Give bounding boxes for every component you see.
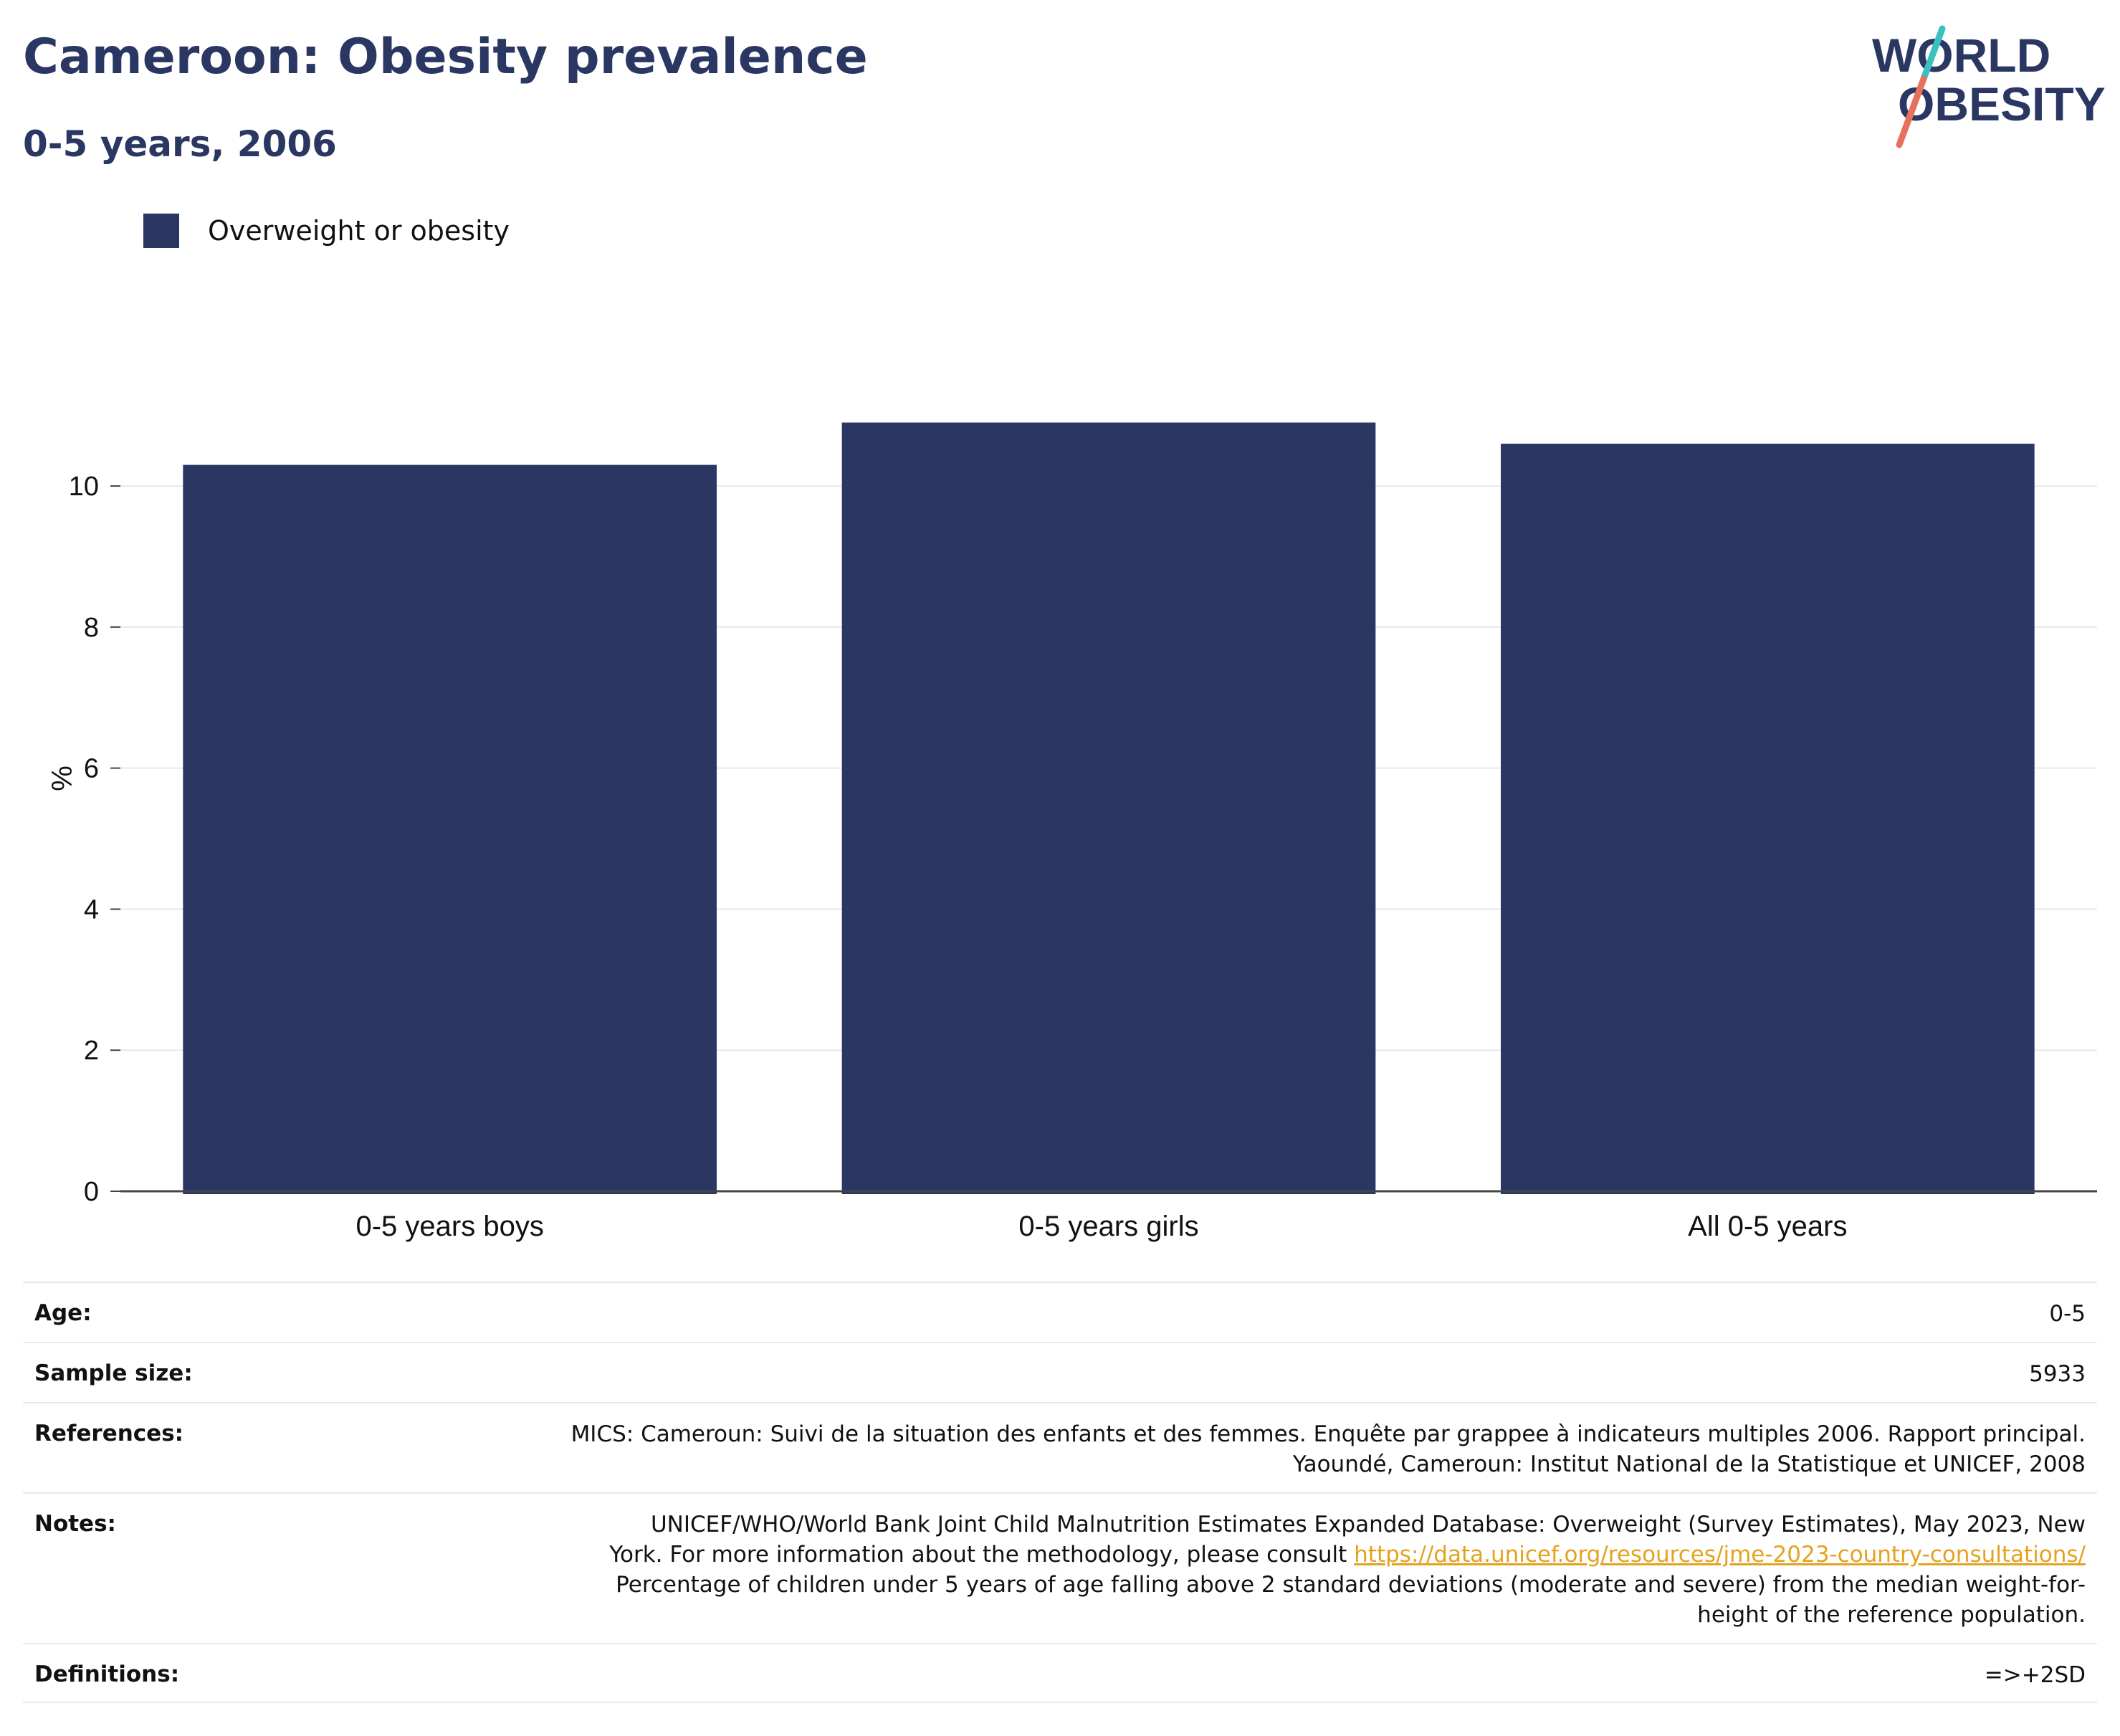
notes-line-4: height of the reference population. <box>1697 1602 2086 1628</box>
world-obesity-logo: WORLD OBESITY <box>1872 25 2106 148</box>
age-value: 0-5 <box>2049 1301 2086 1327</box>
meta-row-sample-size: Sample size: 5933 <box>23 1342 2097 1402</box>
y-tick-label: 2 <box>84 1036 99 1066</box>
axes: 0 2 4 6 8 10 0-5 years boys 0-5 years girls All … <box>45 472 2097 1242</box>
metadata-table: Age: 0-5 Sample size: 5933 References: M… <box>23 1282 2097 1703</box>
sample-size-value: 5933 <box>2029 1361 2086 1387</box>
references-line-1: MICS: Cameroun: Suivi de la situation de… <box>570 1421 2086 1447</box>
bar[interactable] <box>183 464 717 1194</box>
notes-value: UNICEF/WHO/World Bank Joint Child Malnut… <box>609 1494 2086 1630</box>
meta-row-definitions: Definitions: =>+2SD <box>23 1643 2097 1703</box>
age-label: Age: <box>34 1300 92 1326</box>
references-line-2: Yaoundé, Cameroun: Institut National de … <box>1292 1451 2086 1477</box>
logo-text-obesity: OBESITY <box>1898 77 2106 130</box>
legend-swatch <box>143 214 179 248</box>
definitions-label: Definitions: <box>34 1661 180 1687</box>
y-tick-label: 0 <box>84 1177 99 1207</box>
legend[interactable]: Overweight or obesity <box>143 214 510 248</box>
legend-label: Overweight or obesity <box>208 215 510 247</box>
y-tick-label: 8 <box>84 613 99 643</box>
definitions-value: =>+2SD <box>1984 1662 2086 1688</box>
y-axis-title: % <box>45 766 77 791</box>
bar[interactable] <box>1501 444 2035 1195</box>
notes-line-2: York. For more information about the met… <box>609 1542 1355 1568</box>
y-tick-label: 10 <box>69 472 99 502</box>
notes-line-3: Percentage of children under 5 years of … <box>616 1572 2086 1598</box>
meta-row-age: Age: 0-5 <box>23 1282 2097 1342</box>
notes-line-1: UNICEF/WHO/World Bank Joint Child Malnut… <box>650 1512 2086 1537</box>
y-tick-label: 6 <box>84 754 99 784</box>
x-tick-label: 0-5 years girls <box>1018 1211 1198 1242</box>
notes-link[interactable]: https://data.unicef.org/resources/jme-20… <box>1354 1542 2086 1568</box>
chart-title: Cameroon: Obesity prevalence <box>23 29 868 85</box>
bar-chart: 0 2 4 6 8 10 0-5 years boys 0-5 years girls All … <box>45 422 2097 1242</box>
references-value: MICS: Cameroun: Suivi de la situation de… <box>571 1403 2086 1479</box>
references-label: References: <box>34 1421 184 1446</box>
x-tick-label: All 0-5 years <box>1688 1211 1847 1242</box>
chart-subtitle: 0-5 years, 2006 <box>23 123 337 165</box>
meta-row-references: References: MICS: Cameroun: Suivi de la … <box>23 1402 2097 1492</box>
logo-slash-coral <box>1896 75 1927 148</box>
bars <box>183 422 2035 1195</box>
bar[interactable] <box>841 422 1376 1195</box>
sample-size-label: Sample size: <box>34 1360 193 1386</box>
logo-slash-teal <box>1920 25 1946 82</box>
y-tick-label: 4 <box>84 895 99 925</box>
x-tick-label: 0-5 years boys <box>355 1211 543 1242</box>
logo-text-world: WORLD <box>1872 29 2050 82</box>
notes-label: Notes: <box>34 1511 116 1537</box>
meta-row-notes: Notes: UNICEF/WHO/World Bank Joint Child… <box>23 1492 2097 1643</box>
